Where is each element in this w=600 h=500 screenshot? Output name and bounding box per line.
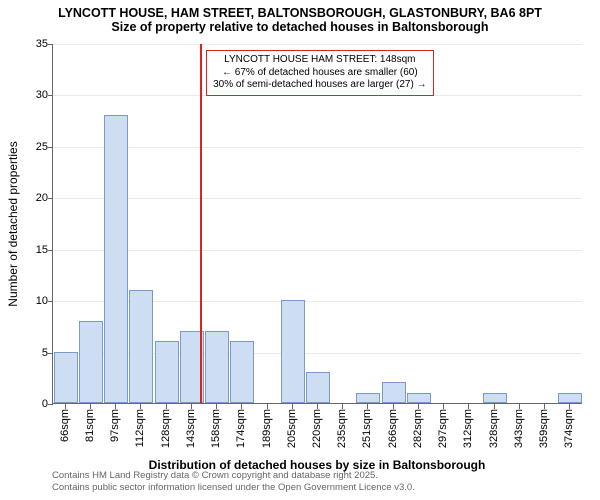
gridline: [53, 250, 582, 251]
x-tick-label: 66sqm: [59, 409, 71, 442]
x-tick-label: 251sqm: [361, 409, 373, 448]
x-tick-label: 81sqm: [84, 409, 96, 442]
y-tick-label: 5: [18, 347, 48, 359]
y-tick-label: 10: [18, 295, 48, 307]
annotation-line: LYNCOTT HOUSE HAM STREET: 148sqm: [213, 54, 426, 67]
y-axis-label: Number of detached properties: [6, 141, 20, 306]
bar: [104, 115, 128, 403]
bar: [129, 290, 153, 403]
x-tick-label: 297sqm: [437, 409, 449, 448]
x-tick-label: 205sqm: [286, 409, 298, 448]
x-tick-label: 235sqm: [336, 409, 348, 448]
x-tick-label: 374sqm: [563, 409, 575, 448]
reference-line: [200, 44, 202, 403]
y-tick-mark: [48, 147, 53, 148]
x-tick-label: 128sqm: [160, 409, 172, 448]
plot-region: Number of detached properties 0510152025…: [52, 44, 582, 404]
bar: [230, 341, 254, 403]
x-tick-label: 312sqm: [462, 409, 474, 448]
footer-attribution: Contains HM Land Registry data © Crown c…: [52, 470, 415, 494]
bar: [382, 382, 406, 403]
x-tick-label: 328sqm: [488, 409, 500, 448]
x-tick-label: 97sqm: [109, 409, 121, 442]
bar: [306, 372, 330, 403]
x-tick-label: 359sqm: [538, 409, 550, 448]
annotation-line: ← 67% of detached houses are smaller (60…: [213, 67, 426, 80]
bar: [79, 321, 103, 403]
x-tick-label: 158sqm: [210, 409, 222, 448]
gridline: [53, 147, 582, 148]
bar: [281, 300, 305, 403]
chart-title-main: LYNCOTT HOUSE, HAM STREET, BALTONSBOROUG…: [0, 0, 600, 20]
y-tick-label: 35: [18, 38, 48, 50]
chart-title-sub: Size of property relative to detached ho…: [0, 20, 600, 36]
x-tick-label: 189sqm: [261, 409, 273, 448]
y-tick-label: 15: [18, 244, 48, 256]
y-tick-mark: [48, 301, 53, 302]
annotation-line: 30% of semi-detached houses are larger (…: [213, 79, 426, 92]
bar: [155, 341, 179, 403]
y-tick-mark: [48, 250, 53, 251]
x-tick-label: 143sqm: [185, 409, 197, 448]
y-tick-mark: [48, 198, 53, 199]
x-tick-label: 266sqm: [387, 409, 399, 448]
bar: [558, 393, 582, 403]
bar: [483, 393, 507, 403]
y-tick-label: 25: [18, 141, 48, 153]
bar: [205, 331, 229, 403]
y-tick-label: 20: [18, 192, 48, 204]
x-tick-label: 112sqm: [134, 409, 146, 447]
x-tick-label: 343sqm: [513, 409, 525, 448]
gridline: [53, 198, 582, 199]
y-tick-mark: [48, 404, 53, 405]
y-tick-label: 30: [18, 89, 48, 101]
x-tick-label: 220sqm: [311, 409, 323, 448]
bar: [356, 393, 380, 403]
bar: [54, 352, 78, 403]
chart-area: Number of detached properties 0510152025…: [52, 44, 582, 404]
y-tick-mark: [48, 95, 53, 96]
x-tick-label: 282sqm: [412, 409, 424, 448]
footer-line-1: Contains HM Land Registry data © Crown c…: [52, 470, 415, 482]
gridline: [53, 95, 582, 96]
y-tick-label: 0: [18, 398, 48, 410]
footer-line-2: Contains public sector information licen…: [52, 482, 415, 494]
annotation-box: LYNCOTT HOUSE HAM STREET: 148sqm← 67% of…: [206, 50, 433, 96]
y-tick-mark: [48, 353, 53, 354]
x-tick-label: 174sqm: [235, 409, 247, 448]
gridline: [53, 44, 582, 45]
bar: [407, 393, 431, 403]
y-tick-mark: [48, 44, 53, 45]
